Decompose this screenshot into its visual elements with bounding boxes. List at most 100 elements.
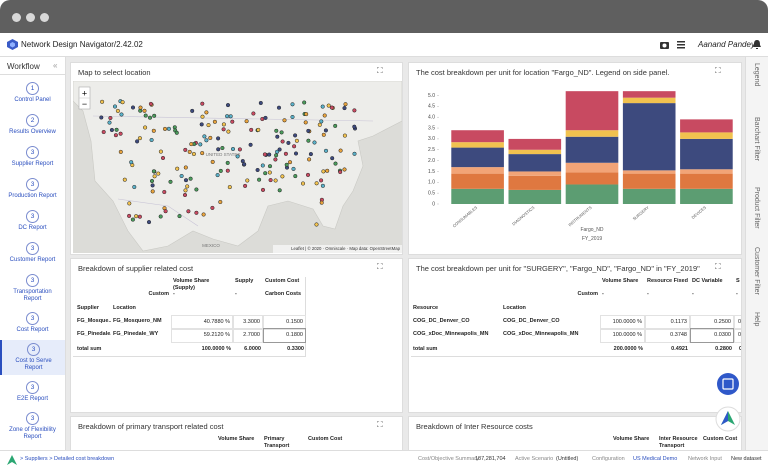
collapse-button[interactable]: « [53, 61, 58, 70]
map-marker[interactable] [135, 139, 140, 144]
map-marker[interactable] [282, 118, 287, 123]
map-marker[interactable] [100, 99, 105, 104]
map-marker[interactable] [321, 132, 326, 137]
map-marker[interactable] [216, 147, 221, 152]
map-marker[interactable] [113, 133, 118, 138]
map-marker[interactable] [221, 122, 226, 127]
map-marker[interactable] [294, 138, 299, 143]
map-marker[interactable] [175, 166, 180, 171]
map-marker[interactable] [322, 113, 327, 118]
map-marker[interactable] [304, 112, 309, 117]
workflow-step[interactable]: 2 Results Overview [0, 111, 65, 139]
map-marker[interactable] [168, 179, 173, 184]
map-marker[interactable] [251, 111, 256, 116]
map-marker[interactable] [183, 178, 189, 183]
map-marker[interactable] [212, 119, 217, 124]
workflow-step[interactable]: 1 Control Panel [0, 79, 65, 107]
map-marker[interactable] [127, 213, 132, 218]
map-marker[interactable] [321, 169, 326, 174]
map-marker[interactable] [118, 149, 123, 154]
map-marker[interactable] [183, 188, 188, 193]
map-marker[interactable] [333, 123, 338, 128]
map-marker[interactable] [143, 113, 148, 118]
map-marker[interactable] [303, 120, 308, 125]
workflow-step[interactable]: 3 Zone of Flexibility Report [0, 409, 65, 444]
map-marker[interactable] [277, 147, 282, 152]
map-marker[interactable] [185, 184, 190, 189]
map-marker[interactable] [342, 167, 347, 172]
map-marker[interactable] [249, 127, 254, 132]
map-marker[interactable] [206, 123, 211, 128]
map-marker[interactable] [320, 104, 325, 109]
map-marker[interactable] [186, 209, 191, 214]
map-marker[interactable] [183, 147, 188, 152]
map-marker[interactable] [293, 151, 299, 156]
workflow-step[interactable]: 3 Cost to Serve Report [0, 340, 65, 375]
map-marker[interactable] [109, 127, 114, 133]
map-marker[interactable] [226, 129, 231, 134]
side-tab[interactable]: Help [753, 312, 760, 327]
map-marker[interactable] [287, 160, 293, 165]
map-marker[interactable] [187, 149, 192, 154]
map-marker[interactable] [308, 152, 313, 157]
map-marker[interactable] [210, 159, 215, 164]
map-marker[interactable] [146, 220, 152, 225]
map-marker[interactable] [275, 134, 280, 139]
map-marker[interactable] [218, 168, 223, 173]
map-marker[interactable] [343, 102, 348, 107]
map-marker[interactable] [190, 108, 195, 113]
map-marker[interactable] [279, 130, 284, 135]
map-marker[interactable] [210, 205, 215, 210]
breadcrumb-item[interactable]: Suppliers [24, 456, 48, 462]
side-tab[interactable]: Product Filter [753, 187, 760, 229]
map-marker[interactable] [122, 177, 127, 182]
map-marker[interactable] [292, 144, 297, 149]
side-tab[interactable]: Legend [753, 63, 760, 87]
map-marker[interactable] [306, 138, 311, 143]
map-marker[interactable] [194, 210, 199, 215]
status-value[interactable]: US Medical Demo [633, 456, 678, 462]
map-marker[interactable] [215, 173, 220, 178]
map-marker[interactable] [317, 122, 322, 127]
map-marker[interactable] [115, 108, 120, 113]
workflow-step[interactable]: 3 Transportation Report [0, 271, 65, 306]
map-marker[interactable] [149, 178, 155, 184]
window-dot[interactable] [12, 13, 21, 22]
map-marker[interactable] [283, 151, 288, 156]
map-marker[interactable] [307, 157, 312, 162]
map-marker[interactable] [302, 100, 307, 105]
map-marker[interactable] [221, 127, 226, 132]
map-marker[interactable] [312, 140, 317, 145]
map-marker[interactable] [151, 128, 156, 133]
map-marker[interactable] [198, 142, 203, 147]
workflow-step[interactable]: 3 Supplier Report [0, 143, 65, 171]
map-marker[interactable] [162, 126, 168, 131]
map-marker[interactable] [152, 174, 157, 179]
map-marker[interactable] [325, 168, 330, 173]
workflow-step[interactable]: 3 Customer Report [0, 239, 65, 267]
map-marker[interactable] [260, 187, 266, 192]
zoom-out[interactable]: − [82, 99, 87, 109]
map-marker[interactable] [148, 101, 153, 106]
map-marker[interactable] [174, 130, 179, 135]
window-dot[interactable] [26, 13, 35, 22]
map-marker[interactable] [119, 112, 124, 117]
map-marker[interactable] [276, 105, 282, 110]
map-marker[interactable] [352, 151, 357, 156]
map-marker[interactable] [137, 214, 142, 219]
map-marker[interactable] [290, 114, 295, 120]
map-marker[interactable] [166, 126, 171, 131]
map-marker[interactable] [342, 106, 347, 111]
map-marker[interactable] [137, 136, 142, 141]
map-marker[interactable] [225, 114, 230, 119]
map-marker[interactable] [280, 139, 285, 144]
fullscreen-icon[interactable]: ⛶ [715, 262, 721, 271]
map-marker[interactable] [225, 168, 230, 173]
map-marker[interactable] [256, 127, 261, 132]
save-button[interactable] [717, 373, 739, 395]
status-value[interactable]: New dataset [731, 456, 762, 462]
map-marker[interactable] [151, 169, 156, 174]
map-marker[interactable] [208, 135, 213, 140]
side-tab[interactable]: Customer Filter [753, 247, 760, 295]
map-marker[interactable] [352, 124, 357, 129]
